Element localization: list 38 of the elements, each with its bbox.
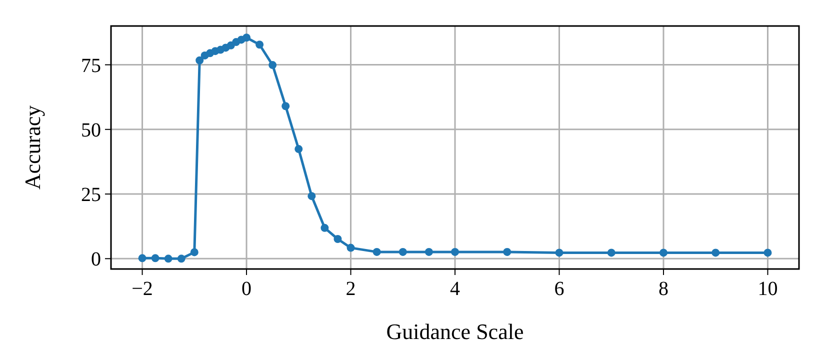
point [372, 248, 381, 256]
point [555, 248, 564, 257]
point [308, 192, 316, 200]
point [242, 34, 251, 42]
point [177, 254, 186, 263]
y-tick-label: 0 [91, 248, 101, 271]
point [607, 248, 616, 257]
y-tick-label: 25 [81, 184, 101, 206]
x-tick-label: 8 [658, 278, 668, 300]
point [503, 248, 512, 256]
point [320, 224, 329, 232]
y-tick-label: 50 [81, 119, 101, 142]
point [268, 61, 277, 70]
x-tick-label: 6 [554, 278, 564, 300]
point [196, 56, 204, 64]
point [424, 248, 433, 256]
point [138, 254, 146, 262]
x-tick-label: 10 [758, 278, 778, 300]
point [764, 248, 772, 257]
y-tick-label: 75 [81, 54, 101, 77]
x-axis-title: Guidance Scale [386, 319, 524, 344]
y-axis-title: Accuracy [20, 105, 45, 190]
point [151, 254, 160, 262]
point [659, 248, 668, 257]
x-tick-label: −2 [132, 278, 153, 300]
point [451, 248, 459, 256]
point [712, 248, 720, 257]
point [164, 254, 172, 263]
point [334, 235, 342, 244]
point [256, 40, 264, 49]
point [190, 248, 198, 256]
point [398, 248, 407, 256]
point [294, 145, 303, 154]
point [282, 102, 290, 110]
x-tick-label: 4 [450, 278, 460, 300]
point [346, 244, 355, 252]
x-tick-label: 2 [346, 278, 356, 300]
x-tick-label: 0 [242, 278, 252, 300]
